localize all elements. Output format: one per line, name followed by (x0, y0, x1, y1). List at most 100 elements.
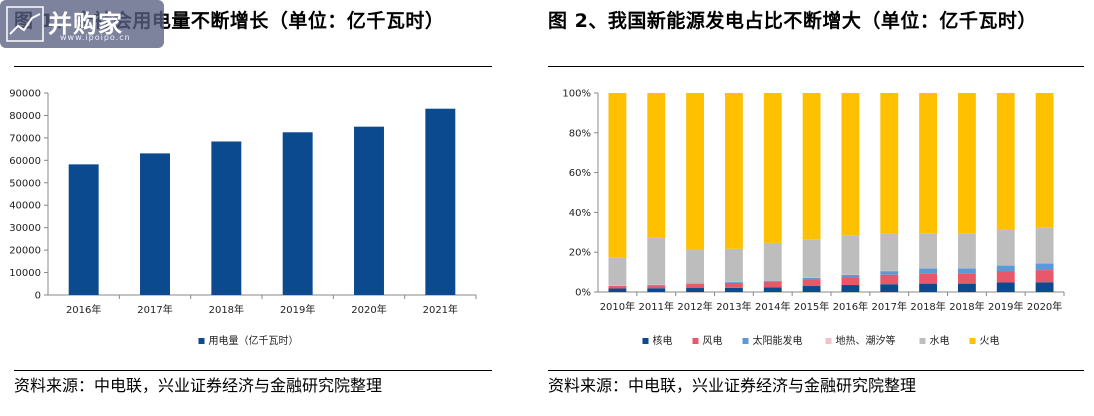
y-tick-label: 30000 (9, 223, 41, 234)
y-tick-label: 10000 (9, 268, 41, 279)
bar-segment (957, 283, 976, 292)
bar-segment (608, 288, 627, 292)
bar-segment (724, 287, 743, 292)
x-tick-label: 2015年 (794, 300, 829, 313)
bar-segment (841, 277, 860, 286)
x-tick-label: 2018年 (949, 300, 984, 313)
x-tick-label: 2010年 (600, 300, 635, 313)
bar-segment (724, 282, 743, 288)
legend-swatch (919, 338, 926, 344)
bar (140, 153, 170, 295)
legend-swatch (742, 338, 749, 344)
legend-swatch (198, 338, 205, 344)
bar-segment (763, 280, 782, 282)
bar-segment (841, 274, 860, 278)
bar-segment (802, 93, 821, 240)
bar-segment (880, 233, 899, 271)
bar-segment (647, 93, 666, 238)
bar-segment (880, 274, 899, 285)
left-top-rule (14, 66, 492, 67)
y-tick-label: 90000 (9, 89, 41, 100)
bar-segment (686, 284, 705, 289)
bar (211, 141, 242, 295)
bar-segment (957, 268, 976, 274)
bar (282, 132, 313, 295)
y-tick-label: 100% (562, 89, 591, 100)
legend-label: 水电 (930, 334, 950, 347)
legend-swatch (642, 338, 649, 344)
bar-segment (763, 281, 782, 288)
watermark-mark-icon (6, 6, 44, 42)
x-tick-label: 2018年 (209, 303, 244, 316)
right-stacked-bar-chart: 0% 20% 40% 60% 80% 100% 2010年 2011年 2012年 2013年 20… (562, 89, 1065, 347)
bar-segment (957, 273, 976, 284)
bar-segment (724, 281, 743, 283)
bar-segment (802, 239, 821, 278)
y-tick-label: 50000 (9, 178, 41, 189)
right-bottom-rule (548, 370, 1084, 371)
bar-segment (647, 237, 666, 285)
bar-segment (763, 242, 782, 281)
right-source-note: 资料来源：中电联，兴业证券经济与金融研究院整理 (548, 376, 917, 395)
bar-segment (841, 93, 860, 236)
y-tick-label: 40% (569, 208, 591, 219)
watermark-name: 并购家 (48, 10, 123, 38)
bar-segment (1035, 282, 1054, 292)
watermark-logo: 并购家 www.ipoipo.cn (0, 0, 164, 48)
bar-segment (919, 283, 938, 292)
bar-segment (880, 271, 899, 275)
legend-label: 风电 (703, 334, 723, 347)
y-tick-label: 60000 (9, 156, 41, 167)
watermark-url: www.ipoipo.cn (60, 33, 131, 42)
bar-segment (1035, 263, 1054, 271)
x-tick-label: 2018年 (910, 300, 945, 313)
x-tick-label: 2012年 (677, 300, 712, 313)
bar-segment (919, 273, 938, 284)
left-figure-panel: 图 1、全社会用电量不断增长（单位：亿千瓦时） 0 10000 20000 30000… (9, 0, 492, 416)
right-top-rule (548, 66, 1084, 67)
y-tick-label: 80% (569, 128, 591, 139)
bar (68, 164, 99, 295)
right-figure-title: 图 2、我国新能源发电占比不断增大（单位：亿千瓦时） (548, 10, 1037, 32)
bar (354, 126, 384, 295)
bar-segment (763, 287, 782, 292)
bar-segment (957, 233, 976, 269)
bar-segment (608, 286, 627, 289)
left-bar-chart: 0 10000 20000 30000 40000 50000 60000 70000 8000… (9, 89, 477, 347)
right-figure-panel: 图 2、我国新能源发电占比不断增大（单位：亿千瓦时） 0% 20% 40% 60% 80… (548, 0, 1084, 416)
left-source-note: 资料来源：中电联，兴业证券经济与金融研究院整理 (14, 376, 383, 395)
legend-swatch (969, 338, 976, 344)
bar (425, 108, 456, 295)
bar-segment (647, 288, 666, 292)
left-bottom-rule (14, 370, 492, 371)
bar-segment (647, 285, 666, 289)
x-tick-label: 2017年 (872, 300, 907, 313)
bar-segment (996, 93, 1015, 230)
bar-segment (686, 288, 705, 292)
bar-segment (880, 93, 899, 234)
bar-segment (686, 283, 705, 285)
x-tick-label: 2011年 (639, 300, 674, 313)
bar-segment (919, 233, 938, 269)
y-tick-label: 60% (569, 168, 591, 179)
bar-segment (919, 93, 938, 234)
legend-label: 核电 (653, 334, 673, 347)
bar-segment (957, 93, 976, 234)
legend-label: 用电量（亿千瓦时） (209, 334, 299, 347)
bar-segment (1035, 93, 1054, 228)
bar-segment (1035, 270, 1054, 283)
bar-segment (1035, 227, 1054, 264)
x-tick-label: 2019年 (988, 300, 1023, 313)
bar-segment (802, 279, 821, 287)
legend-label: 太阳能发电 (753, 334, 803, 347)
x-tick-label: 2021年 (423, 303, 458, 316)
y-tick-label: 80000 (9, 111, 41, 122)
y-tick-label: 0 (35, 291, 41, 302)
legend-label: 火电 (980, 334, 1000, 347)
legend-label: 地热、潮汐等 (836, 334, 896, 347)
bar-segment (880, 284, 899, 292)
bar-segment (608, 93, 627, 258)
bar-segment (841, 285, 860, 292)
bar-segment (802, 286, 821, 292)
x-tick-label: 2016年 (66, 303, 101, 316)
